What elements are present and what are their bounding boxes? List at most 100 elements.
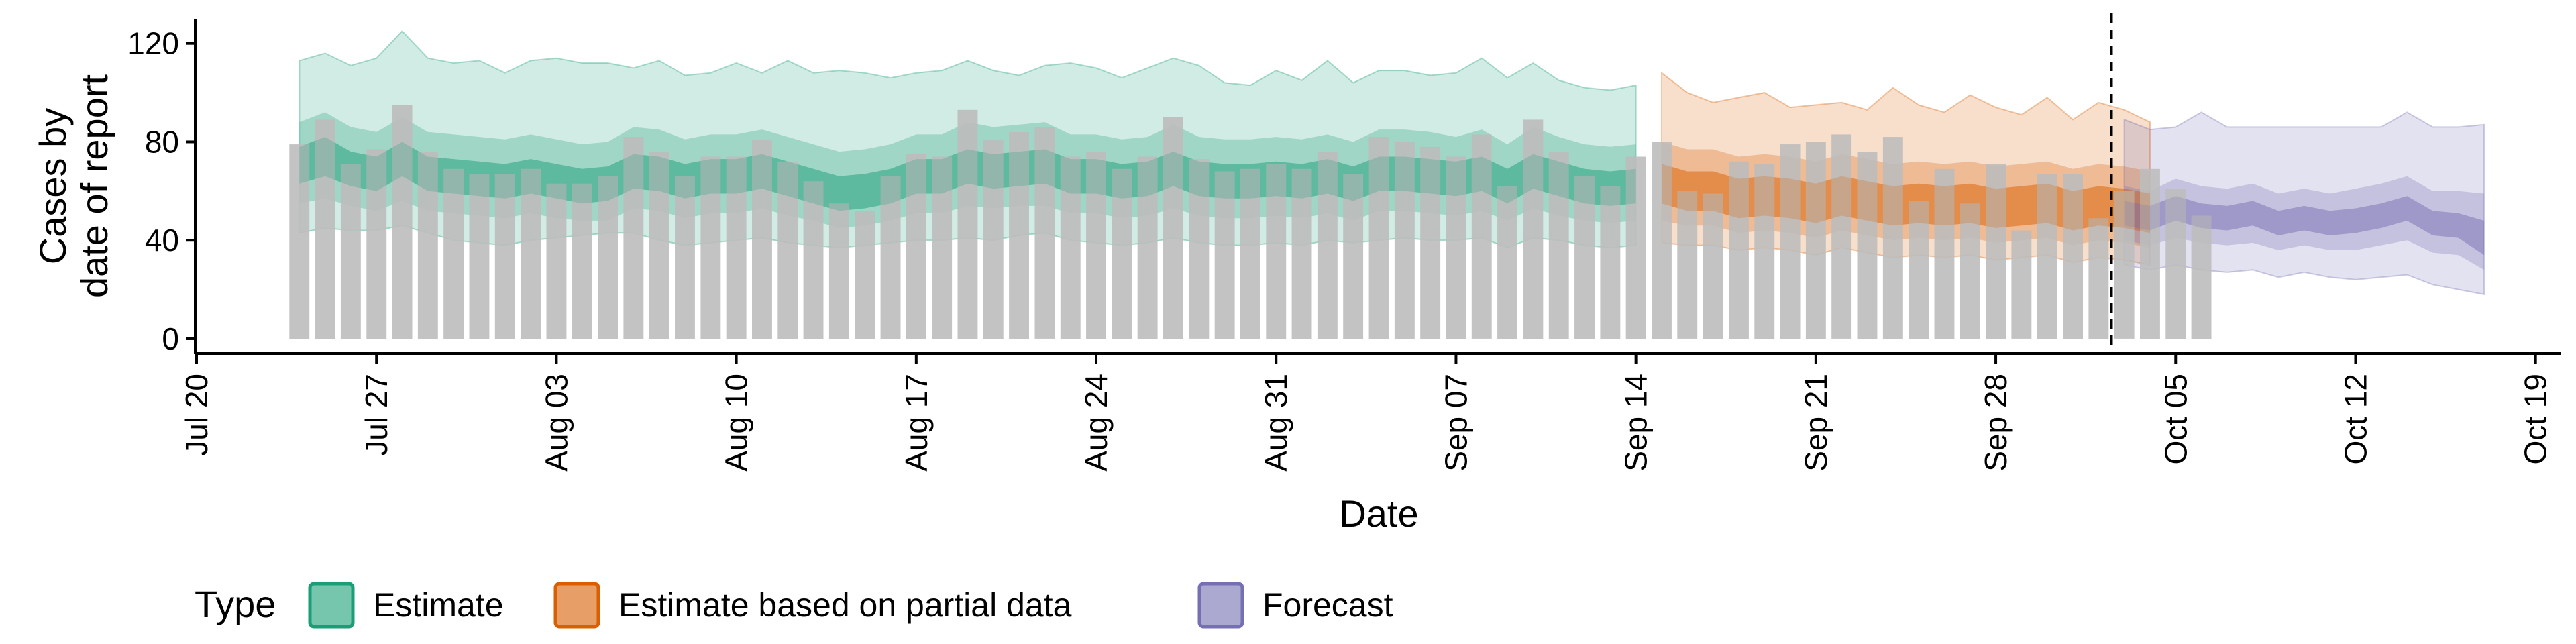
bar — [932, 156, 953, 339]
bar — [1291, 168, 1312, 339]
bar — [1677, 191, 1698, 339]
inner-interval-overlay — [1662, 164, 2150, 233]
bar — [1343, 174, 1364, 339]
y-axis-title: Cases bydate of report — [32, 74, 115, 299]
y-tick-label: 120 — [127, 26, 179, 61]
bar — [521, 168, 541, 339]
mid-interval-ribbon — [2124, 176, 2485, 270]
bar — [1086, 152, 1106, 339]
bar — [417, 152, 438, 339]
bar — [1857, 152, 1878, 339]
bar — [1009, 131, 1029, 339]
bar — [1831, 134, 1852, 339]
bar — [1986, 164, 2006, 339]
inner-interval-ribbon — [2124, 196, 2485, 256]
bar — [777, 161, 798, 339]
y-tick-label: 0 — [162, 321, 179, 356]
x-tick-label: Aug 24 — [1079, 374, 1114, 472]
x-tick-label: Sep 07 — [1438, 374, 1473, 472]
bar — [1034, 127, 1055, 339]
legend-swatch — [1197, 582, 1244, 629]
bar — [2114, 191, 2135, 339]
x-tick-label: Jul 20 — [179, 374, 214, 456]
bar — [1394, 142, 1415, 339]
bar — [443, 168, 464, 339]
bar — [1960, 203, 1980, 339]
x-axis-title: Date — [1339, 492, 1418, 535]
bar — [2191, 215, 2212, 339]
bar — [855, 211, 875, 339]
axes: 0 40 80 120 Jul 20 Jul 27 Aug 03 Aug 10 Aug 17 Au… — [32, 19, 2561, 535]
bar — [1523, 119, 1544, 339]
bar — [340, 164, 361, 339]
bar — [572, 183, 592, 339]
bar — [1600, 186, 1621, 339]
bar — [2063, 174, 2083, 339]
inner-interval-overlay — [2124, 196, 2485, 256]
ribbon-overlay-layer — [299, 137, 2485, 256]
x-tick-label: Sep 21 — [1799, 374, 1833, 472]
bar — [906, 154, 926, 339]
bar — [289, 144, 310, 339]
bar — [1754, 164, 1775, 339]
bar — [726, 156, 747, 339]
bar — [675, 176, 695, 339]
bar — [700, 156, 721, 339]
x-tick-label: Sep 28 — [1978, 374, 2013, 472]
y-tick-label: 40 — [145, 223, 179, 258]
bar — [880, 176, 901, 339]
bar — [1652, 142, 1672, 339]
bar — [649, 152, 669, 339]
bar — [1420, 146, 1441, 339]
bar — [2088, 218, 2109, 339]
x-tick-label: Oct 12 — [2338, 374, 2373, 465]
bar — [2140, 168, 2160, 339]
x-tick-label: Jul 27 — [359, 374, 394, 456]
legend-label: Estimate — [373, 586, 504, 624]
legend: Type Estimate Estimate based on partial da… — [195, 582, 1393, 629]
x-tick-label: Aug 17 — [899, 374, 934, 472]
bar — [1112, 168, 1132, 339]
bar — [803, 181, 824, 339]
bar — [1368, 137, 1389, 339]
bar — [598, 176, 618, 339]
bar — [1548, 152, 1569, 339]
bar — [1446, 156, 1466, 339]
bar — [1625, 156, 1646, 339]
legend-label: Forecast — [1263, 586, 1393, 624]
bar — [546, 183, 567, 339]
bar — [1909, 201, 1929, 339]
bar — [1497, 186, 1517, 339]
outer-interval-ribbon — [2123, 111, 2485, 296]
bar — [983, 139, 1004, 339]
bar — [1471, 134, 1492, 339]
bar — [623, 137, 644, 339]
bar — [2165, 189, 2186, 339]
bar — [315, 119, 335, 339]
bar — [1317, 152, 1338, 339]
bar — [1574, 176, 1595, 339]
bar — [1780, 144, 1801, 339]
bar — [1882, 137, 1903, 339]
legend-item: Estimate — [308, 582, 504, 629]
x-tick-label: Oct 05 — [2158, 374, 2193, 465]
bar — [1805, 142, 1826, 339]
bar — [1934, 168, 1955, 339]
bar — [1266, 164, 1287, 339]
y-tick-label: 80 — [145, 124, 179, 159]
legend-label: Estimate based on partial data — [619, 586, 1072, 624]
bar — [1163, 117, 1183, 339]
inner-interval-overlay — [299, 137, 1636, 211]
legend-swatch — [553, 582, 600, 629]
bar — [1189, 159, 1210, 339]
bar — [366, 149, 387, 339]
legend-swatch — [308, 582, 355, 629]
bar — [1240, 168, 1260, 339]
x-tick-label: Aug 31 — [1258, 374, 1293, 472]
legend-item: Estimate based on partial data — [553, 582, 1072, 629]
bar — [957, 109, 978, 339]
legend-title: Type — [195, 583, 276, 625]
bar — [752, 139, 772, 339]
bar — [1137, 156, 1158, 339]
